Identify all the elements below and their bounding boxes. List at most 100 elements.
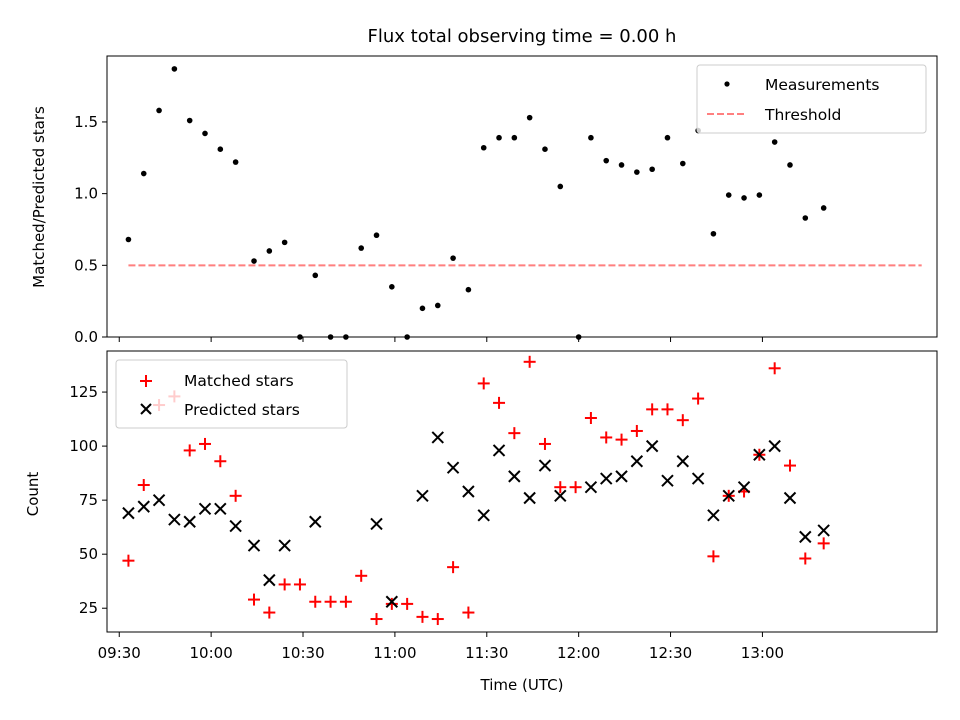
ratio-axes-frame xyxy=(106,55,938,338)
measurement-point xyxy=(771,139,778,145)
predicted-star-point xyxy=(247,539,261,552)
ratio-y-axis: 0.0 0.5 1.0 1.5 xyxy=(74,113,107,346)
predicted-star-point xyxy=(645,439,659,453)
y-axis-label-ratio: Matched/Predicted stars xyxy=(30,106,48,288)
measurement-point xyxy=(634,169,640,175)
matched-star-point xyxy=(370,613,383,626)
measurement-point xyxy=(266,248,273,254)
y-axis-label-count: Count xyxy=(24,472,42,517)
legend-marker-measurements xyxy=(724,81,730,87)
measurement-point xyxy=(820,205,827,211)
matched-star-point xyxy=(137,479,150,492)
ratio-panel: Flux total observing time = 0.00 h Match… xyxy=(30,26,938,346)
predicted-star-point xyxy=(492,444,506,457)
count-y-tick-label: 75 xyxy=(79,491,98,509)
predicted-star-point xyxy=(385,595,399,608)
count-legend: Matched stars Predicted stars xyxy=(115,359,348,429)
matched-star-point xyxy=(630,424,643,437)
matched-star-point xyxy=(569,481,582,494)
measurement-point xyxy=(542,146,548,152)
predicted-star-point xyxy=(278,539,291,552)
matched-star-point xyxy=(692,392,705,405)
measurement-point xyxy=(186,117,193,124)
matched-star-point xyxy=(584,412,597,425)
measurement-point xyxy=(434,302,441,309)
count-y-tick-label: 50 xyxy=(79,545,98,563)
measurement-point xyxy=(125,236,132,243)
matched-star-point xyxy=(431,613,444,626)
measurement-point xyxy=(526,114,533,121)
matched-star-point xyxy=(615,433,628,446)
measurement-point xyxy=(756,192,763,198)
predicted-star-point xyxy=(799,530,812,544)
measurement-point xyxy=(312,272,319,279)
ratio-x-axis xyxy=(118,337,763,342)
legend-marker-predicted xyxy=(140,403,152,415)
matched-star-point xyxy=(122,554,135,567)
predicted-star-point xyxy=(462,485,475,498)
measurement-point xyxy=(389,284,395,290)
legend-marker-matched xyxy=(140,375,152,387)
count-x-axis: 09:30 10:00 10:30 11:00 11:30 12:00 12:30 13:00 xyxy=(98,632,784,662)
predicted-star-point xyxy=(615,470,628,483)
matched-star-point xyxy=(199,437,212,450)
measurement-point xyxy=(419,305,426,312)
x-tick-label: 09:30 xyxy=(98,644,141,662)
count-panel: Count Time (UTC) 25 50 75 100 125 09:30 10:00… xyxy=(24,350,938,694)
x-tick-label: 12:30 xyxy=(649,644,692,662)
legend-label-predicted: Predicted stars xyxy=(184,401,300,419)
measurement-point xyxy=(140,170,147,177)
predicted-star-point xyxy=(661,474,674,487)
predicted-star-point xyxy=(737,480,751,494)
measurement-point xyxy=(557,183,564,190)
predicted-star-point xyxy=(691,472,705,485)
measurement-point xyxy=(450,255,456,261)
measurement-point xyxy=(649,166,655,173)
measurement-point xyxy=(232,159,239,165)
ratio-y-tick-label: 0.5 xyxy=(74,256,98,274)
predicted-star-point xyxy=(554,489,567,503)
predicted-star-point xyxy=(198,502,212,515)
ratio-legend: Measurements Threshold xyxy=(696,64,927,134)
measurement-point xyxy=(251,258,257,264)
measurement-point xyxy=(156,107,162,114)
ratio-y-tick-label: 1.5 xyxy=(74,113,98,131)
matched-star-point xyxy=(309,595,322,608)
chart-title: Flux total observing time = 0.00 h xyxy=(368,26,677,47)
matched-star-point xyxy=(324,595,337,608)
measurement-point xyxy=(664,134,671,141)
measurement-point xyxy=(710,230,717,237)
count-y-tick-label: 25 xyxy=(79,599,98,617)
matched-star-point xyxy=(278,578,291,591)
count-y-tick-label: 125 xyxy=(69,383,98,401)
predicted-star-point xyxy=(753,448,766,461)
matched-star-point xyxy=(477,377,490,390)
measurement-point xyxy=(465,286,472,293)
predicted-star-point xyxy=(370,517,383,531)
matched-star-point xyxy=(462,606,475,619)
matched-star-point xyxy=(646,403,659,416)
measurement-point xyxy=(741,195,747,201)
predicted-star-point xyxy=(416,489,429,503)
x-tick-label: 10:30 xyxy=(281,644,324,662)
predicted-star-point xyxy=(707,509,720,522)
count-legend-box xyxy=(115,359,348,429)
matched-star-point xyxy=(401,597,414,610)
predicted-star-point xyxy=(152,493,166,507)
legend-label-matched: Matched stars xyxy=(184,372,294,390)
measurement-point xyxy=(281,239,288,246)
measurement-point xyxy=(603,157,610,164)
x-tick-label: 11:00 xyxy=(373,644,416,662)
legend-label-threshold: Threshold xyxy=(764,106,841,124)
matched-star-point xyxy=(416,610,429,623)
ratio-y-tick-label: 0.0 xyxy=(74,328,98,346)
matched-star-point xyxy=(523,355,536,368)
count-plot-area xyxy=(122,355,830,626)
predicted-star-point xyxy=(446,461,460,474)
measurement-point xyxy=(373,232,380,239)
predicted-star-point xyxy=(309,515,322,528)
x-tick-label: 11:30 xyxy=(465,644,508,662)
x-tick-label: 12:00 xyxy=(557,644,600,662)
matched-star-point xyxy=(661,403,674,416)
